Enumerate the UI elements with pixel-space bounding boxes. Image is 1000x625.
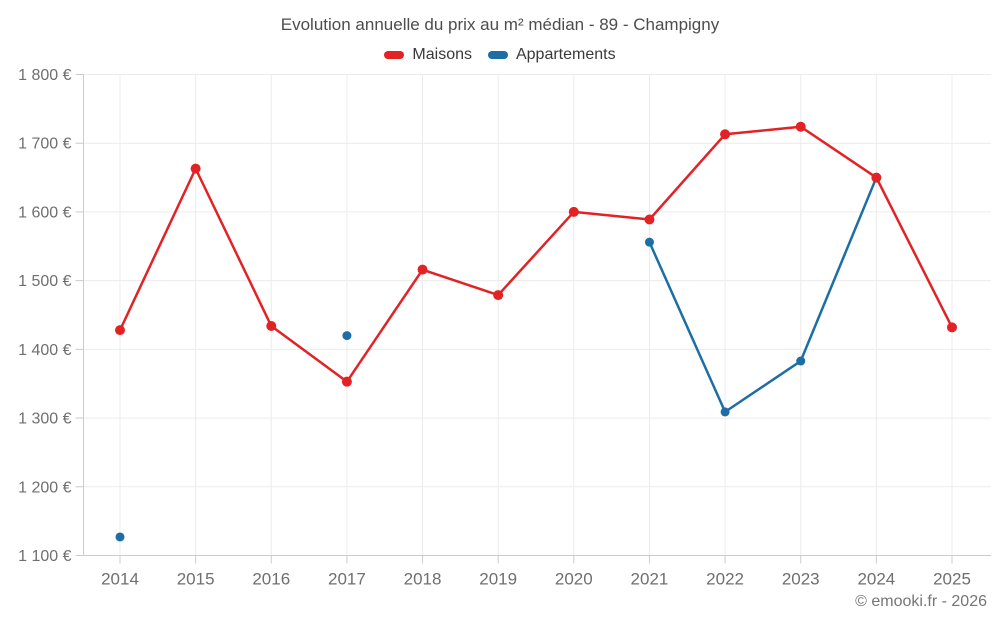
- x-axis-label: 2016: [252, 570, 290, 589]
- x-axis-label: 2025: [933, 570, 971, 589]
- x-axis-label: 2021: [631, 570, 669, 589]
- x-axis-label: 2018: [404, 570, 442, 589]
- point-maisons-2024[interactable]: [871, 172, 882, 183]
- point-appartements-2021[interactable]: [644, 237, 654, 247]
- x-axis-label: 2017: [328, 570, 366, 589]
- legend-swatch-maisons-icon: [384, 51, 405, 59]
- y-axis-label: 1 500 €: [18, 273, 71, 290]
- legend-swatch-appartements-icon: [487, 51, 508, 59]
- series-line-appartements: [648, 176, 878, 414]
- point-appartements-2022[interactable]: [720, 407, 730, 417]
- x-axis-label: 2019: [479, 570, 517, 589]
- y-axis-label: 1 400 €: [18, 342, 71, 359]
- point-maisons-2018[interactable]: [417, 264, 428, 275]
- copyright-text: © emooki.fr - 2026: [855, 593, 987, 610]
- x-axis-label: 2023: [782, 570, 820, 589]
- point-maisons-2016[interactable]: [266, 320, 277, 331]
- series-line-maisons: [118, 125, 954, 383]
- point-maisons-2017[interactable]: [341, 376, 352, 387]
- chart-title: Evolution annuelle du prix au m² médian …: [280, 15, 720, 34]
- legend-label-maisons: Maisons: [412, 46, 472, 63]
- x-axis-label: 2015: [177, 570, 215, 589]
- y-axis-label: 1 800 €: [18, 67, 71, 84]
- point-maisons-2021[interactable]: [644, 214, 655, 225]
- legend-item-appartements[interactable]: Appartements: [487, 46, 616, 64]
- legend-label-appartements: Appartements: [515, 46, 616, 63]
- y-axis-label: 1 600 €: [18, 204, 71, 221]
- y-axis-label: 1 100 €: [18, 548, 71, 565]
- y-axis-label: 1 700 €: [18, 136, 71, 153]
- point-maisons-2015[interactable]: [190, 163, 201, 174]
- point-maisons-2020[interactable]: [568, 206, 579, 217]
- legend-item-maisons[interactable]: Maisons: [384, 46, 472, 64]
- point-maisons-2014[interactable]: [115, 325, 125, 336]
- y-axis-label: 1 300 €: [18, 411, 71, 428]
- x-axis-label: 2014: [101, 570, 139, 589]
- chart-legend: Maisons Appartements: [0, 46, 1000, 64]
- x-axis-label: 2020: [555, 570, 593, 589]
- x-axis-label: 2024: [857, 570, 895, 589]
- point-appartements-2014[interactable]: [115, 532, 125, 542]
- point-maisons-2025[interactable]: [947, 322, 957, 333]
- x-axis-label: 2022: [706, 570, 744, 589]
- point-maisons-2023[interactable]: [795, 121, 806, 132]
- point-appartements-2017[interactable]: [342, 331, 352, 341]
- point-maisons-2019[interactable]: [493, 290, 504, 301]
- y-axis-label: 1 200 €: [18, 479, 71, 496]
- point-maisons-2022[interactable]: [720, 129, 731, 140]
- point-appartements-2023[interactable]: [796, 356, 806, 366]
